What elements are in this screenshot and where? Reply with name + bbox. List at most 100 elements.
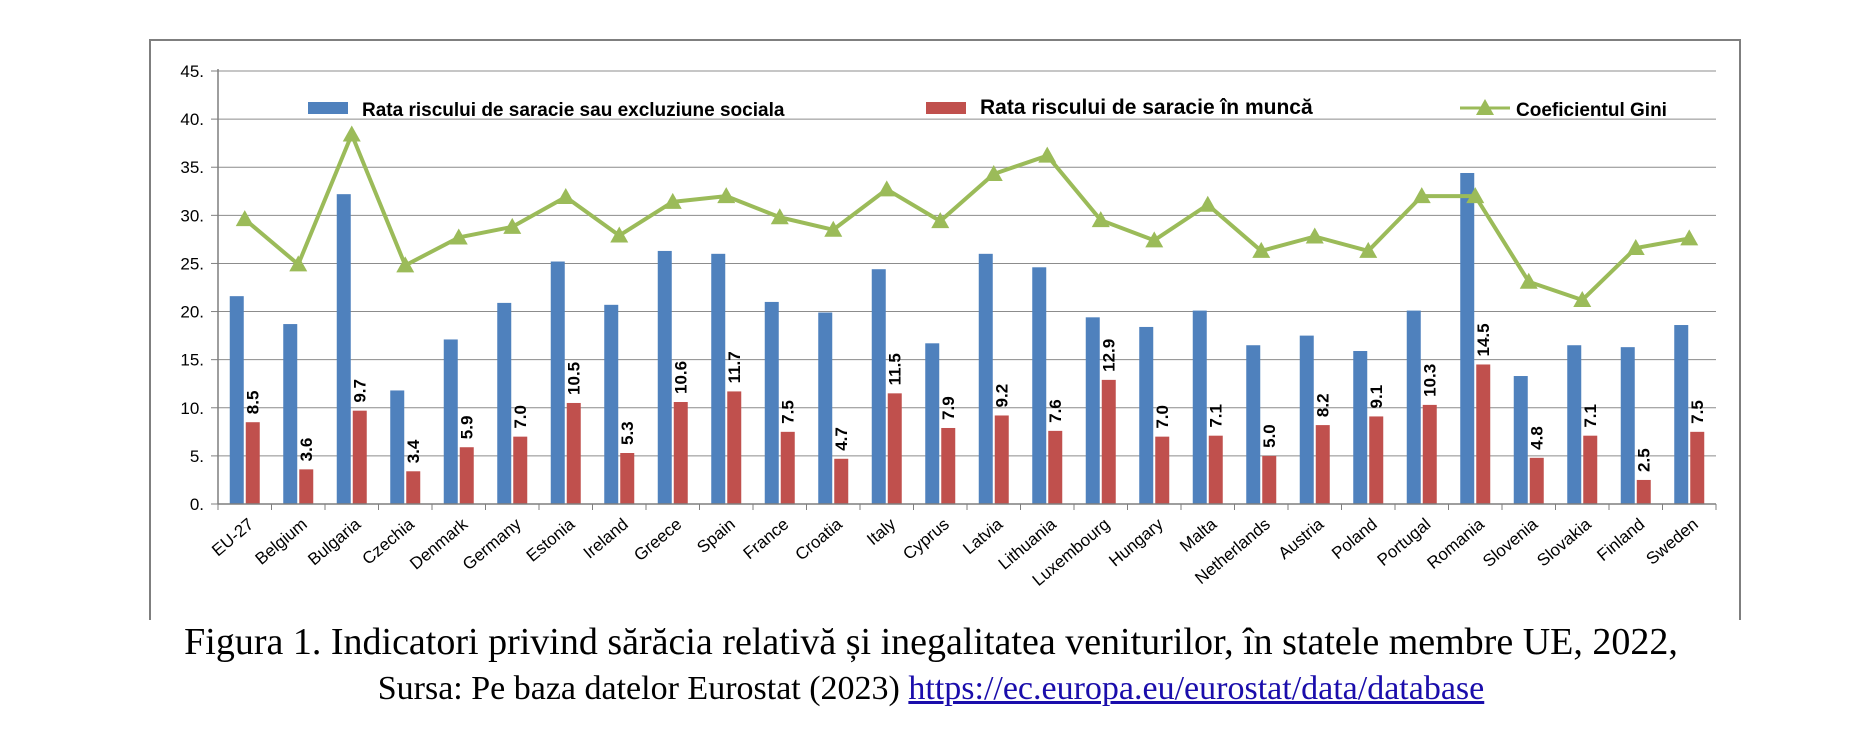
data-label: 7.0: [1153, 405, 1172, 429]
source-prefix: Sursa: Pe baza datelor Eurostat (2023): [377, 670, 909, 707]
data-label: 14.5: [1474, 323, 1493, 356]
gini-marker: [556, 188, 575, 205]
figure-source: Sursa: Pe baza datelor Eurostat (2023) h…: [0, 670, 1862, 708]
gini-marker: [396, 256, 415, 273]
gini-marker: [1145, 231, 1164, 248]
bar-in-work-poverty: [1369, 416, 1384, 504]
gini-marker: [449, 228, 468, 245]
data-label: 5.0: [1260, 424, 1279, 448]
chart: 0. 5. 10. 15. 20. 25. 30. 35. 40. 45. 8.5 3.6 9.7 3.…: [149, 39, 1741, 620]
data-label: 4.7: [832, 427, 851, 451]
gini-marker: [610, 226, 629, 243]
y-tick-label: 45.: [180, 62, 204, 81]
data-labels: 8.5 3.6 9.7 3.4 5.9 7.0 10.5 5.3 10.6 11.7 7.5 4.7 1…: [244, 323, 1708, 472]
data-label: 4.8: [1528, 426, 1547, 450]
bar-poverty-exclusion: [871, 269, 886, 504]
y-axis-ticks: 0. 5. 10. 15. 20. 25. 30. 35. 40. 45.: [180, 62, 218, 514]
gini-marker: [1091, 211, 1110, 228]
bar-in-work-poverty: [780, 431, 795, 504]
gini-marker: [1412, 187, 1431, 204]
bar-poverty-exclusion: [1139, 326, 1154, 504]
gini-marker: [1359, 241, 1378, 258]
bars: [229, 172, 1705, 505]
bar-poverty-exclusion: [1246, 345, 1261, 504]
legend: Rata riscului de saracie sau excluziune …: [308, 96, 1667, 121]
y-tick-label: 20.: [180, 303, 204, 322]
bar-in-work-poverty: [513, 436, 528, 504]
bar-poverty-exclusion: [1032, 267, 1047, 504]
data-label: 11.5: [886, 353, 905, 385]
data-label: 3.6: [297, 438, 316, 462]
bar-poverty-exclusion: [1353, 351, 1368, 504]
y-tick-label: 30.: [180, 206, 204, 225]
bar-poverty-exclusion: [1567, 345, 1582, 504]
bar-in-work-poverty: [352, 410, 367, 504]
bar-in-work-poverty: [834, 458, 849, 504]
data-label: 8.2: [1314, 393, 1333, 417]
legend-swatch-series-1: [308, 102, 348, 114]
y-tick-label: 25.: [180, 254, 204, 273]
gini-marker: [1466, 187, 1485, 204]
chart-border: [149, 39, 1741, 620]
y-tick-label: 15.: [180, 351, 204, 370]
data-label: 5.3: [618, 421, 637, 445]
data-label: 5.9: [458, 416, 477, 440]
gini-marker: [931, 212, 950, 229]
gini-marker: [1305, 227, 1324, 244]
bar-in-work-poverty: [245, 422, 260, 504]
bar-poverty-exclusion: [1085, 317, 1100, 504]
bar-in-work-poverty: [1315, 425, 1330, 504]
legend-swatch-series-2: [926, 102, 966, 114]
data-label: 8.5: [244, 391, 263, 415]
bar-in-work-poverty: [727, 391, 742, 504]
data-label: 9.2: [993, 384, 1012, 408]
bar-poverty-exclusion: [764, 301, 779, 504]
bar-poverty-exclusion: [711, 253, 726, 504]
data-label: 12.9: [1100, 339, 1119, 372]
bar-in-work-poverty: [299, 469, 314, 504]
gini-marker: [503, 217, 522, 234]
data-label: 10.5: [565, 362, 584, 395]
data-label: 7.1: [1207, 404, 1226, 428]
gini-marker: [342, 125, 361, 142]
source-link[interactable]: https://ec.europa.eu/eurostat/data/datab…: [908, 670, 1485, 707]
bar-poverty-exclusion: [818, 312, 833, 504]
gini-marker: [235, 210, 254, 227]
data-label: 7.5: [779, 400, 798, 424]
bar-in-work-poverty: [1048, 430, 1063, 504]
bar-poverty-exclusion: [390, 390, 405, 504]
gini-marker: [984, 164, 1003, 181]
bar-in-work-poverty: [1155, 436, 1170, 504]
bar-poverty-exclusion: [1406, 310, 1421, 504]
y-tick-label: 10.: [180, 399, 204, 418]
bar-poverty-exclusion: [1674, 325, 1689, 504]
legend-label-series-1: Rata riscului de saracie sau excluziune …: [362, 100, 785, 121]
bar-in-work-poverty: [994, 415, 1009, 504]
gini-marker: [1198, 195, 1217, 212]
bar-poverty-exclusion: [229, 296, 244, 504]
gini-marker: [1626, 239, 1645, 256]
data-label: 9.7: [351, 379, 370, 403]
data-label: 3.4: [404, 439, 423, 463]
bar-in-work-poverty: [1636, 479, 1651, 504]
y-tick-label: 0.: [190, 495, 204, 514]
bar-in-work-poverty: [1690, 431, 1705, 504]
bar-poverty-exclusion: [1460, 172, 1475, 505]
bar-in-work-poverty: [673, 402, 688, 504]
gini-marker: [289, 255, 308, 272]
gini-marker: [1573, 291, 1592, 308]
gini-marker: [770, 208, 789, 225]
legend-label-series-3: Coeficientul Gini: [1516, 100, 1667, 121]
bar-in-work-poverty: [1476, 364, 1491, 504]
data-label: 11.7: [725, 351, 744, 383]
gini-marker: [717, 187, 736, 204]
y-tick-label: 40.: [180, 110, 204, 129]
data-label: 9.1: [1367, 385, 1386, 409]
gini-marker: [824, 220, 843, 237]
bar-poverty-exclusion: [336, 194, 351, 505]
data-label: 7.5: [1688, 400, 1707, 424]
data-label: 2.5: [1635, 448, 1654, 472]
bar-in-work-poverty: [1101, 379, 1116, 504]
bar-poverty-exclusion: [443, 339, 458, 504]
gini-marker: [663, 192, 682, 209]
